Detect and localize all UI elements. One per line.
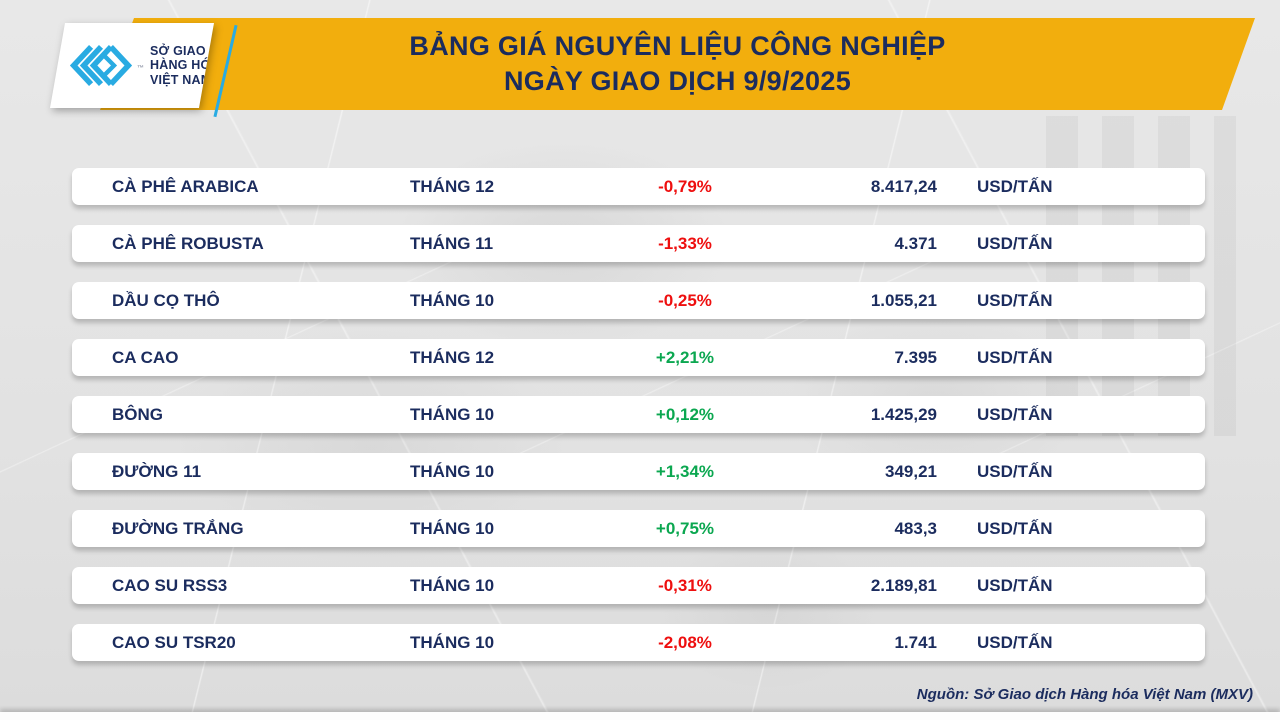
price-value: 2.189,81 (870, 575, 937, 595)
change-percent: -0,31% (658, 575, 712, 595)
change-percent: +0,12% (655, 404, 715, 424)
unit-label: USD/TẤN (977, 176, 1053, 196)
bottom-strip-decor (0, 712, 1280, 720)
commodity-name: DẦU CỌ THÔ (112, 290, 220, 310)
table-row: CAO SU RSS3 THÁNG 10 -0,31% 2.189,81 USD… (72, 567, 1205, 604)
price-value: 1.425,29 (870, 404, 937, 424)
commodity-name: BÔNG (112, 404, 163, 424)
unit-label: USD/TẤN (977, 290, 1053, 310)
contract-month: THÁNG 10 (410, 461, 495, 481)
change-percent: -1,33% (658, 233, 712, 253)
table-row: BÔNG THÁNG 10 +0,12% 1.425,29 USD/TẤN (72, 396, 1205, 433)
org-name-line2: HÀNG HÓA (150, 58, 220, 73)
contract-month: THÁNG 12 (410, 347, 495, 367)
price-value: 7.395 (894, 347, 937, 367)
contract-month: THÁNG 10 (410, 518, 495, 538)
unit-label: USD/TẤN (977, 233, 1053, 253)
source-note: Nguồn: Sở Giao dịch Hàng hóa Việt Nam (M… (916, 686, 1253, 703)
contract-month: THÁNG 12 (410, 176, 495, 196)
commodity-name: CAO SU TSR20 (112, 632, 236, 652)
change-percent: +0,75% (655, 518, 715, 538)
price-value: 483,3 (894, 518, 937, 538)
table-row: CAO SU TSR20 THÁNG 10 -2,08% 1.741 USD/T… (72, 624, 1205, 661)
unit-label: USD/TẤN (977, 461, 1053, 481)
page-title-line1: BẢNG GIÁ NGUYÊN LIỆU CÔNG NGHIỆP (409, 31, 946, 61)
unit-label: USD/TẤN (977, 632, 1053, 652)
commodity-name: CÀ PHÊ ROBUSTA (112, 233, 264, 253)
price-value: 4.371 (894, 233, 937, 253)
price-table: CÀ PHÊ ARABICA THÁNG 12 -0,79% 8.417,24 … (72, 168, 1205, 661)
unit-label: USD/TẤN (977, 575, 1053, 595)
table-row: ĐƯỜNG 11 THÁNG 10 +1,34% 349,21 USD/TẤN (72, 453, 1205, 490)
trademark-symbol: ™ (137, 65, 144, 72)
table-row: CÀ PHÊ ARABICA THÁNG 12 -0,79% 8.417,24 … (72, 168, 1205, 205)
price-value: 8.417,24 (870, 176, 937, 196)
commodity-name: CAO SU RSS3 (112, 575, 228, 595)
contract-month: THÁNG 10 (410, 632, 495, 652)
mxv-logo-card: ™ SỞ GIAO DỊCH HÀNG HÓA VIỆT NAM (50, 23, 214, 108)
contract-month: THÁNG 10 (410, 404, 495, 424)
table-row: CA CAO THÁNG 12 +2,21% 7.395 USD/TẤN (72, 339, 1205, 376)
contract-month: THÁNG 10 (410, 290, 495, 310)
table-row: CÀ PHÊ ROBUSTA THÁNG 11 -1,33% 4.371 USD… (72, 225, 1205, 262)
change-percent: -0,79% (658, 176, 712, 196)
org-name-line3: VIỆT NAM (150, 72, 212, 87)
contract-month: THÁNG 10 (410, 575, 495, 595)
change-percent: -2,08% (658, 632, 712, 652)
unit-label: USD/TẤN (977, 347, 1053, 367)
page-title-line2: NGÀY GIAO DỊCH 9/9/2025 (503, 66, 852, 96)
unit-label: USD/TẤN (977, 404, 1053, 424)
price-value: 1.741 (894, 632, 937, 652)
commodity-name: ĐƯỜNG TRẮNG (112, 518, 244, 538)
unit-label: USD/TẤN (977, 518, 1053, 538)
contract-month: THÁNG 11 (410, 233, 494, 253)
commodity-name: CA CAO (112, 347, 179, 367)
table-row: ĐƯỜNG TRẮNG THÁNG 10 +0,75% 483,3 USD/TẤ… (72, 510, 1205, 547)
price-value: 349,21 (885, 461, 937, 481)
mxv-logo-icon (70, 43, 132, 88)
change-percent: +2,21% (655, 347, 715, 367)
table-row: DẦU CỌ THÔ THÁNG 10 -0,25% 1.055,21 USD/… (72, 282, 1205, 319)
commodity-name: ĐƯỜNG 11 (112, 461, 202, 481)
price-value: 1.055,21 (870, 290, 937, 310)
commodity-name: CÀ PHÊ ARABICA (112, 176, 259, 196)
change-percent: +1,34% (655, 461, 715, 481)
header-banner: BẢNG GIÁ NGUYÊN LIỆU CÔNG NGHIỆP NGÀY GI… (100, 18, 1255, 110)
change-percent: -0,25% (658, 290, 712, 310)
